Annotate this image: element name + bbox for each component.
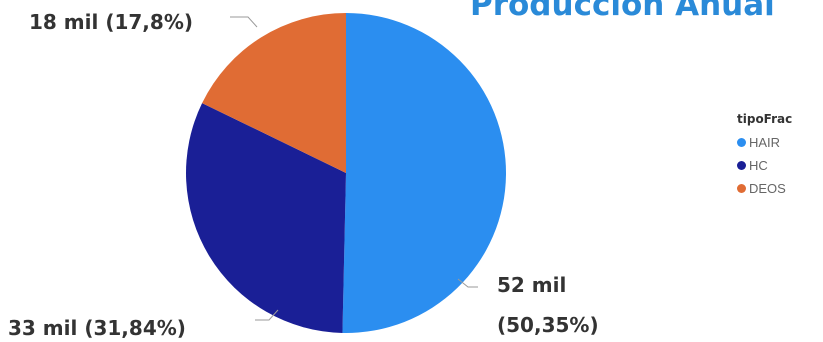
- data-label-hc: 33 mil (31,84%): [8, 316, 186, 340]
- legend-item-deos[interactable]: DEOS: [737, 177, 792, 200]
- legend-item-hc[interactable]: HC: [737, 154, 792, 177]
- data-label-hc-percent: (31,84%): [84, 316, 186, 340]
- data-label-deos: 18 mil (17,8%): [29, 10, 193, 34]
- data-label-hair-percent: (50,35%): [497, 313, 599, 337]
- data-label-hair-value: 52 mil: [497, 273, 567, 297]
- pie-slice-hair[interactable]: [342, 13, 507, 333]
- legend-label-hair: HAIR: [749, 135, 781, 150]
- legend-dot-deos: [737, 184, 746, 193]
- leader-line-hair: [457, 278, 478, 288]
- legend-item-hair[interactable]: HAIR: [737, 131, 792, 154]
- legend: tipoFrac HAIR HC DEOS: [737, 112, 792, 200]
- leader-line-deos: [230, 16, 258, 28]
- data-label-deos-value: 18 mil: [29, 10, 99, 34]
- pie-slice-deos[interactable]: [202, 13, 346, 173]
- data-label-hc-value: 33 mil: [8, 316, 78, 340]
- leader-line-hc: [255, 309, 279, 321]
- chart-title: Producción Anual: [470, 0, 775, 23]
- legend-label-hc: HC: [749, 158, 768, 173]
- legend-dot-hc: [737, 161, 746, 170]
- legend-dot-hair: [737, 138, 746, 147]
- data-label-deos-percent: (17,8%): [105, 10, 193, 34]
- legend-title: tipoFrac: [737, 112, 793, 126]
- pie-slice-hc[interactable]: [186, 103, 346, 333]
- legend-label-deos: DEOS: [749, 181, 786, 196]
